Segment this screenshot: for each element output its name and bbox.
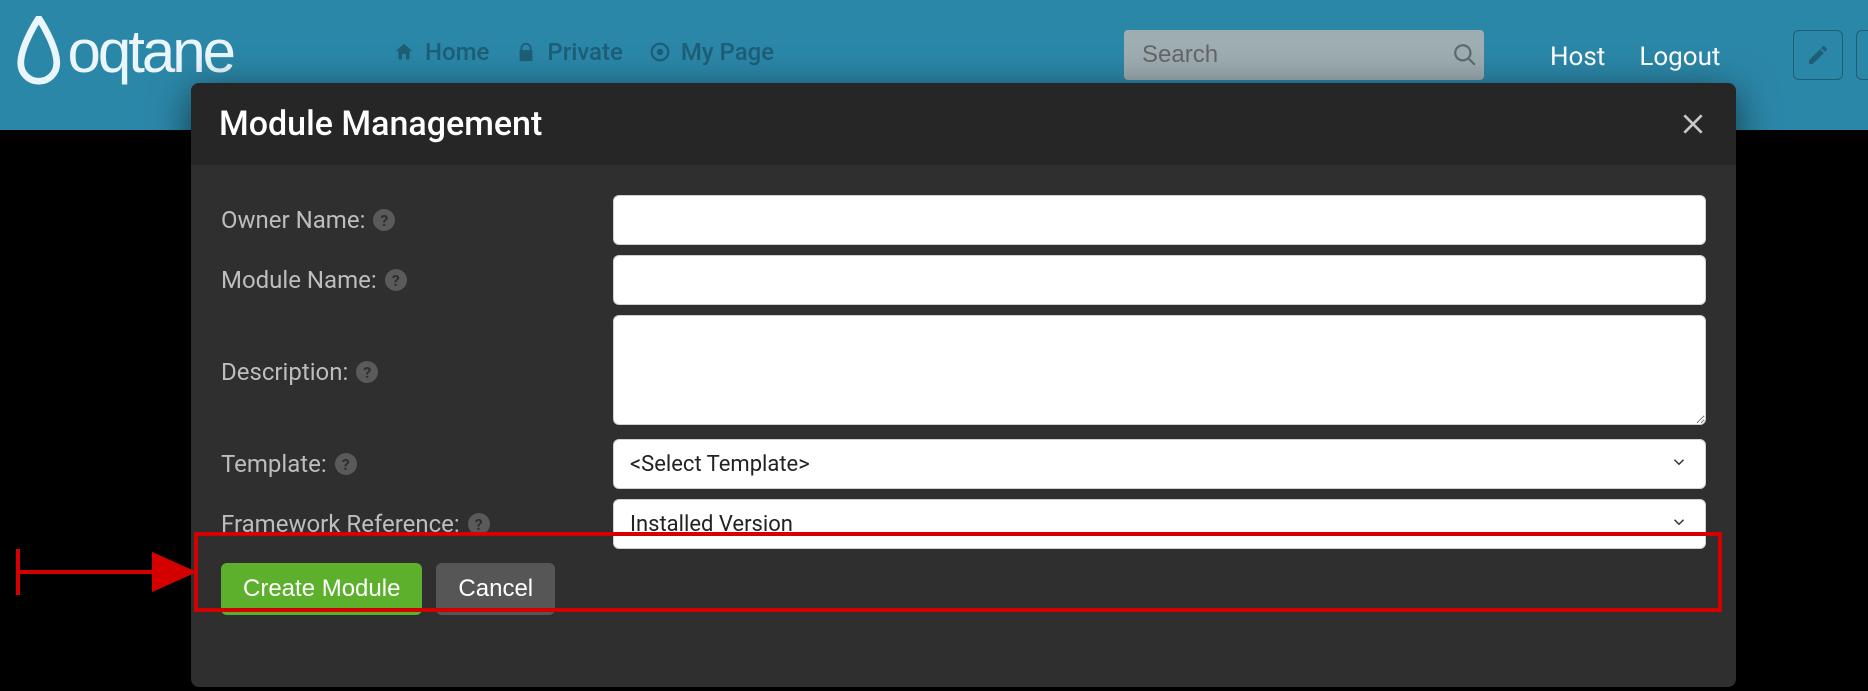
help-icon[interactable]: ? <box>335 453 357 475</box>
target-icon <box>649 41 671 63</box>
help-icon[interactable]: ? <box>373 209 395 231</box>
row-template: Template: ? <Select Template> <box>221 439 1706 489</box>
host-link[interactable]: Host <box>1550 42 1605 72</box>
logout-link[interactable]: Logout <box>1639 42 1720 72</box>
modal-buttons: Create Module Cancel <box>221 563 1706 615</box>
help-icon[interactable]: ? <box>385 269 407 291</box>
search-box <box>1124 30 1484 80</box>
top-nav: Home Private My Page <box>393 38 774 66</box>
modal-body: Owner Name: ? Module Name: ? Description… <box>191 165 1736 615</box>
droplet-icon <box>14 16 64 88</box>
description-input[interactable] <box>613 315 1706 425</box>
framework-select[interactable]: Installed Version <box>613 499 1706 549</box>
settings-button[interactable] <box>1856 30 1868 80</box>
search-icon <box>1452 42 1478 68</box>
row-owner: Owner Name: ? <box>221 195 1706 245</box>
nav-mypage-label: My Page <box>681 38 774 66</box>
nav-private[interactable]: Private <box>515 38 622 66</box>
search-button[interactable] <box>1452 40 1478 70</box>
label-template: Template: ? <box>221 450 613 478</box>
label-owner-text: Owner Name: <box>221 206 365 234</box>
row-description: Description: ? <box>221 315 1706 429</box>
close-icon <box>1680 111 1706 137</box>
edit-button[interactable] <box>1793 30 1843 80</box>
brand-text: oqtane <box>68 17 234 86</box>
pencil-icon <box>1806 43 1830 67</box>
create-module-button[interactable]: Create Module <box>221 563 422 615</box>
label-module: Module Name: ? <box>221 266 613 294</box>
help-icon[interactable]: ? <box>356 361 378 383</box>
modal-title: Module Management <box>219 104 542 144</box>
help-icon[interactable]: ? <box>468 513 490 535</box>
owner-name-input[interactable] <box>613 195 1706 245</box>
template-select[interactable]: <Select Template> <box>613 439 1706 489</box>
nav-home-label: Home <box>425 38 489 66</box>
label-description: Description: ? <box>221 358 613 386</box>
nav-mypage[interactable]: My Page <box>649 38 774 66</box>
label-module-text: Module Name: <box>221 266 377 294</box>
module-management-modal: Module Management Owner Name: ? Module N… <box>191 83 1736 687</box>
row-module: Module Name: ? <box>221 255 1706 305</box>
modal-header: Module Management <box>191 83 1736 165</box>
lock-icon <box>515 41 537 63</box>
label-description-text: Description: <box>221 358 348 386</box>
cancel-button[interactable]: Cancel <box>436 563 555 615</box>
home-icon <box>393 41 415 63</box>
brand-logo[interactable]: oqtane <box>14 14 233 89</box>
nav-home[interactable]: Home <box>393 38 489 66</box>
label-framework: Framework Reference: ? <box>221 510 613 538</box>
label-owner: Owner Name: ? <box>221 206 613 234</box>
module-name-input[interactable] <box>613 255 1706 305</box>
modal-close-button[interactable] <box>1678 109 1708 139</box>
row-framework: Framework Reference: ? Installed Version <box>221 499 1706 549</box>
label-template-text: Template: <box>221 450 327 478</box>
label-framework-text: Framework Reference: <box>221 510 460 538</box>
search-input[interactable] <box>1142 41 1452 69</box>
user-links: Host Logout <box>1550 42 1720 72</box>
nav-private-label: Private <box>547 38 622 66</box>
